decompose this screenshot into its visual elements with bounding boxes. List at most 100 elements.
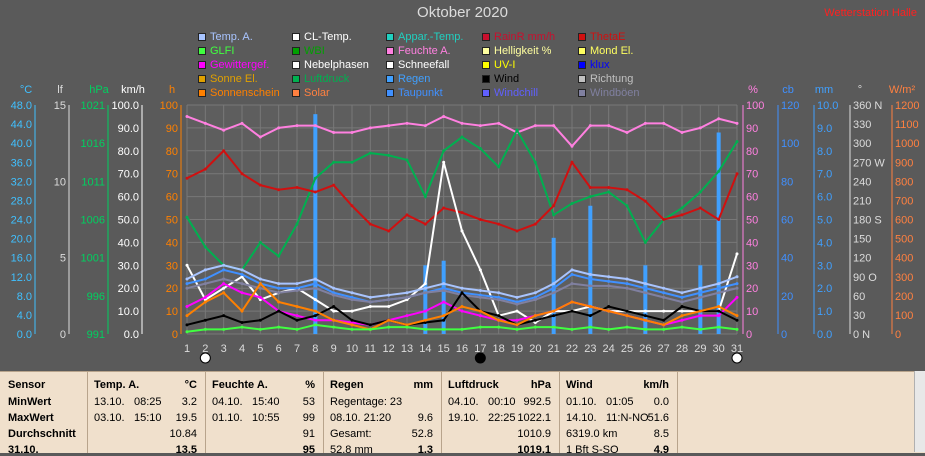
data-point [533, 124, 537, 128]
data-point [717, 282, 721, 286]
legend-swatch-icon [386, 89, 394, 97]
data-point [607, 190, 611, 194]
right-axis-tick: 500 [895, 234, 913, 246]
data-point [570, 144, 574, 148]
data-point [295, 288, 299, 292]
stats-value: 99 [302, 412, 315, 424]
data-point [442, 206, 446, 210]
data-point [460, 286, 464, 290]
data-point [497, 325, 501, 329]
data-point [295, 327, 299, 331]
legend-swatch-icon [578, 47, 586, 55]
data-point [497, 314, 501, 318]
data-point [442, 286, 446, 290]
legend-item[interactable]: Schneefall [386, 59, 449, 71]
legend-item[interactable]: Temp. A. [198, 31, 253, 43]
station-link[interactable]: Wetterstation Halle [824, 7, 917, 19]
legend-item[interactable]: Helligkeit % [482, 45, 551, 57]
data-point [405, 325, 409, 329]
stats-date: 04.10. [212, 396, 243, 408]
legend-item[interactable]: Windböen [578, 87, 640, 99]
left-axis-tick: 1001 [81, 253, 105, 265]
stats-time: 08:25 [134, 396, 162, 408]
left-axis-tick: 0 [172, 329, 178, 341]
legend-item[interactable]: Wind [482, 73, 519, 85]
right-axis-tick: 5.0 [817, 215, 832, 227]
data-point [185, 330, 189, 334]
legend-item[interactable]: Feuchte A. [386, 45, 451, 57]
right-axis-tick: 330 [853, 119, 871, 131]
rain-bar [588, 205, 593, 334]
data-point [717, 314, 721, 318]
x-tick-label: 26 [639, 343, 651, 355]
legend-item[interactable]: Windchill [482, 87, 538, 99]
data-point [735, 140, 739, 144]
stats-date: 14.10. [566, 412, 597, 424]
legend-item[interactable]: Solar [292, 87, 330, 99]
data-point [533, 295, 537, 299]
data-point [222, 263, 226, 267]
left-axis-tick: 50.0 [118, 215, 139, 227]
legend-swatch-icon [292, 89, 300, 97]
data-point [680, 325, 684, 329]
legend-item[interactable]: GLFI [198, 45, 234, 57]
right-axis-tick: 1200 [895, 100, 919, 112]
data-point [203, 167, 207, 171]
data-point [570, 300, 574, 304]
right-axis-tick: 60 [781, 215, 793, 227]
data-point [368, 327, 372, 331]
legend-item[interactable]: Taupunkt [386, 87, 443, 99]
data-point [460, 229, 464, 233]
stats-date: 01.10. [212, 412, 243, 424]
legend-item[interactable]: Sonnenschein [198, 87, 280, 99]
stats-wind-header: Wind [566, 379, 593, 391]
data-point [515, 318, 519, 322]
legend-item[interactable]: WBI [292, 45, 325, 57]
data-point [405, 121, 409, 125]
data-point [698, 286, 702, 290]
legend-item[interactable]: Appar.-Temp. [386, 31, 463, 43]
left-axis-tick: 70 [166, 169, 178, 181]
left-axis-unit: °C [20, 84, 32, 96]
legend-item[interactable]: Luftdruck [292, 73, 349, 85]
stats-date: 01.10. [566, 396, 597, 408]
x-tick-label: 12 [383, 343, 395, 355]
legend-item[interactable]: UV-I [482, 59, 515, 71]
legend-item[interactable]: Gewittergef. [198, 59, 269, 71]
right-axis-tick: 10 [746, 306, 758, 318]
legend-swatch-icon [198, 61, 206, 69]
stats-wind-unit: km/h [643, 379, 669, 391]
legend-item[interactable]: klux [578, 59, 610, 71]
right-axis-tick: 210 [853, 195, 871, 207]
data-point [185, 114, 189, 118]
data-point [588, 305, 592, 309]
data-point [387, 229, 391, 233]
data-point [203, 318, 207, 322]
stats-humidity-unit: % [305, 379, 315, 391]
x-tick-label: 25 [621, 343, 633, 355]
stats-humidity-column: Feuchte A. % 04.10. 15:40 53 01.10. 10:5… [206, 372, 324, 456]
legend-item[interactable]: CL-Temp. [292, 31, 352, 43]
legend-label: Nebelphasen [304, 59, 369, 71]
data-point [295, 185, 299, 189]
legend-item[interactable]: ThetaE [578, 31, 625, 43]
x-tick-label: 10 [346, 343, 358, 355]
left-axis-tick: 8.0 [17, 291, 32, 303]
legend-item[interactable]: Sonne El. [198, 73, 258, 85]
right-axis-tick: 30 [746, 260, 758, 272]
data-point [387, 298, 391, 302]
data-point [460, 327, 464, 331]
legend-item[interactable]: Mond El. [578, 45, 633, 57]
legend-item[interactable]: RainR mm/h [482, 31, 555, 43]
left-axis-tick: 16.0 [11, 253, 32, 265]
right-axis-tick: 200 [895, 291, 913, 303]
right-axis-tick: 8.0 [817, 146, 832, 158]
data-point [185, 286, 189, 290]
data-point [277, 300, 281, 304]
stats-scrollbar[interactable] [914, 371, 925, 452]
legend-item[interactable]: Regen [386, 73, 430, 85]
data-point [258, 318, 262, 322]
legend-item[interactable]: Nebelphasen [292, 59, 369, 71]
data-point [222, 327, 226, 331]
legend-item[interactable]: Richtung [578, 73, 633, 85]
